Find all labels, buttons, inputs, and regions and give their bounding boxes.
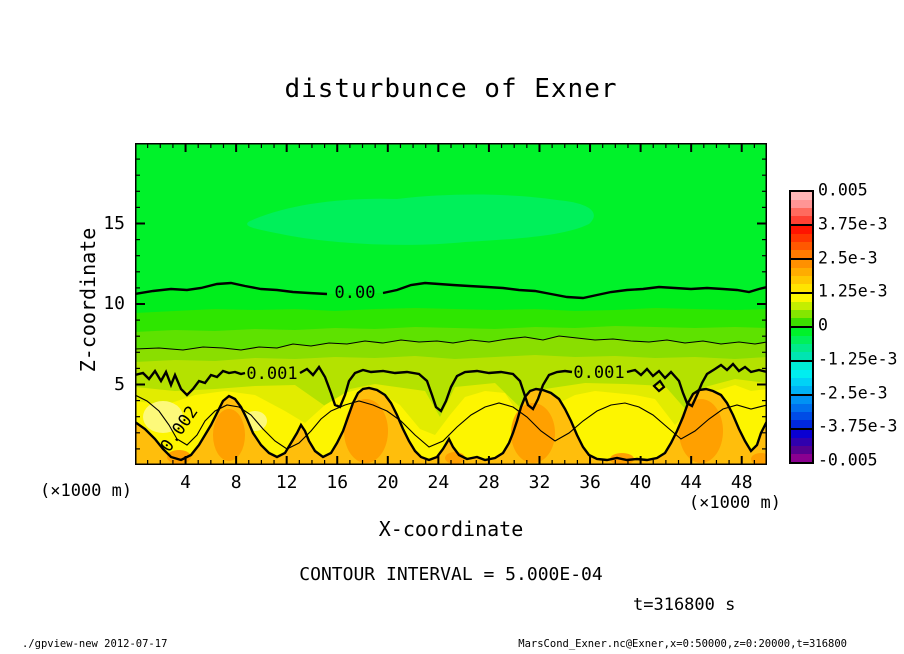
colorbar-cell [791,404,812,412]
colorbar-cell [791,438,812,446]
colorbar-cell [791,234,812,242]
colorbar-block [791,326,812,360]
contour-0.001 [626,362,767,408]
colorbar [789,190,814,464]
x-tick-label: 36 [579,472,601,493]
colorbar-cell [791,200,812,208]
colorbar-tick-label: -3.75e-3 [818,416,898,436]
colorbar-cell [791,284,812,292]
plot-title: disturbunce of Exner [284,74,618,104]
colorbar-cell [791,336,812,344]
contour-plot: 0.00 0.001 0.001 0.002 [135,143,767,465]
colorbar-cell [791,328,812,336]
colorbar-cell [791,294,812,302]
plume-core [213,409,245,461]
x-tick-label: 24 [427,472,450,493]
colorbar-cell [791,216,812,224]
x-tick-label: 20 [376,472,399,493]
colorbar-cell [791,268,812,276]
contour-0.001 [135,368,246,397]
contour-label-0.001: 0.001 [573,363,624,383]
colorbar-tick-label: -1.25e-3 [818,349,898,369]
x-tick-label: 40 [629,472,652,493]
colorbar-cell [791,226,812,234]
contour-0.002 [135,386,767,462]
colorbar-cell [791,362,812,370]
colorbar-cell [791,344,812,352]
footer-source: MarsCond_Exner.nc@Exner,x=0:50000,z=0:20… [518,638,847,650]
contour-0.00 [382,281,767,300]
colorbar-cell [791,276,812,284]
x-tick-label: 32 [528,472,551,493]
footer-command: ./gpview-new 2012-07-17 [22,638,168,650]
contour-lines [135,281,767,462]
colorbar-block [791,360,812,394]
contour-0.0005 [135,335,767,351]
x-tick-label: 8 [230,472,242,493]
colorbar-tick-label: 2.5e-3 [818,248,878,267]
colorbar-cell [791,430,812,438]
plume-core [445,452,465,464]
colorbar-tick-label: -0.005 [818,450,878,470]
y-axis-unit: (×1000 m) [40,481,133,501]
plume-core [679,399,723,463]
contour-0.00 [135,281,328,296]
colorbar-block [791,192,812,224]
x-tick-label: 48 [730,472,753,493]
colorbar-block [791,258,812,292]
colorbar-block [791,292,812,326]
colorbar-cell [791,386,812,394]
colorbar-tick-label: 0.005 [818,180,868,200]
x-axis-label: X-coordinate [378,517,524,541]
colorbar-block [791,428,812,462]
colorbar-cell [791,250,812,258]
colorbar-cell [791,208,812,216]
x-tick-label: 44 [680,472,702,493]
colorbar-cell [791,242,812,250]
y-tick-label: 10 [103,293,125,314]
colorbar-cell [791,302,812,310]
x-tick-label: 28 [478,472,500,493]
colorbar-tick-label: 0 [818,315,828,335]
contour-0.001-loop [652,379,666,393]
y-tick-label: 15 [103,212,125,234]
x-tick-label: 12 [275,472,298,493]
contour-0.001 [299,364,573,413]
colorbar-cell [791,310,812,318]
colorbar-cell [791,260,812,268]
colorbar-cell [791,192,812,200]
colorbar-tick-label: 1.25e-3 [818,281,888,301]
colorbar-cell [791,420,812,428]
colorbar-tick-label: -2.5e-3 [818,383,888,402]
x-tick-label: 16 [326,472,349,493]
colorbar-block [791,224,812,258]
plume-core [511,403,555,463]
time-stamp: t=316800 s [633,595,736,615]
plume-core [344,399,388,463]
colorbar-cell [791,370,812,378]
colorbar-cell [791,446,812,454]
colorbar-tick-label: 3.75e-3 [818,214,888,234]
contour-label-0.00: 0.00 [335,283,376,303]
y-tick-label: 5 [114,373,125,395]
contour-label-0.001: 0.001 [246,364,297,384]
colorbar-cell [791,396,812,404]
colorbar-block [791,394,812,428]
colorbar-cell [791,318,812,326]
colorbar-cell [791,378,812,386]
x-tick-label: 4 [180,472,191,493]
colorbar-cell [791,454,812,462]
contour-interval-note: CONTOUR INTERVAL = 5.000E-04 [299,564,603,585]
colorbar-cell [791,412,812,420]
x-axis-unit: (×1000 m) [688,493,781,513]
contour-0.0015 [135,394,767,450]
cool-patch [247,194,594,245]
plume-core [751,453,767,465]
colorbar-cell [791,352,812,360]
